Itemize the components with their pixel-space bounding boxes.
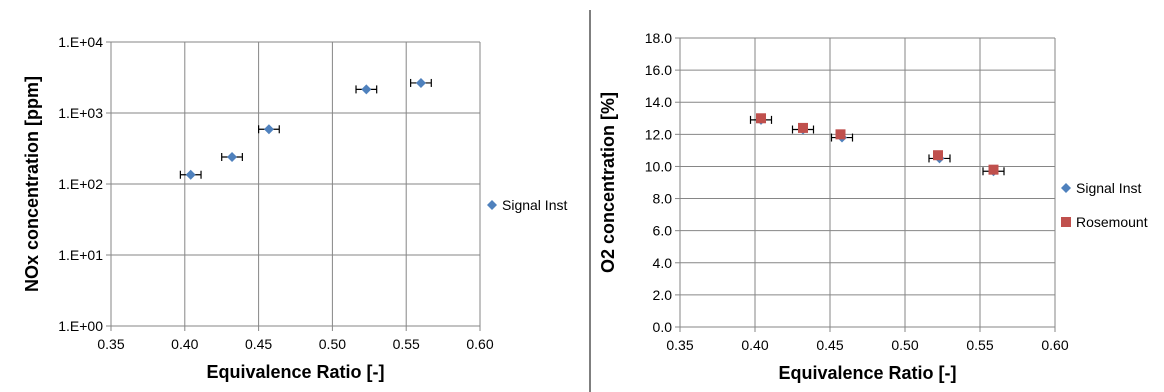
x-tick-label: 0.50 xyxy=(891,337,918,353)
data-point xyxy=(933,150,943,160)
x-tick-label: 0.55 xyxy=(393,336,420,352)
legend-label: Rosemount xyxy=(1076,214,1148,230)
y-tick-label: 12.0 xyxy=(645,126,672,142)
x-tick-label: 0.35 xyxy=(666,337,693,353)
x-axis-title: Equivalence Ratio [-] xyxy=(778,363,956,383)
x-tick-label: 0.35 xyxy=(97,336,124,352)
y-tick-label: 10.0 xyxy=(645,158,672,174)
plot-area xyxy=(680,38,1055,327)
legend-marker xyxy=(1061,183,1071,193)
x-tick-label: 0.40 xyxy=(741,337,768,353)
y-axis-title: NOx concentration [ppm] xyxy=(22,76,42,292)
y-tick-label: 18.0 xyxy=(645,30,672,46)
y-axis-title: O2 concentration [%] xyxy=(598,92,618,273)
legend-marker xyxy=(487,200,497,210)
y-tick-label: 2.0 xyxy=(653,287,673,303)
y-tick-label: 1.E+00 xyxy=(58,318,103,334)
x-tick-label: 0.45 xyxy=(816,337,843,353)
x-tick-label: 0.60 xyxy=(466,336,493,352)
y-tick-label: 0.0 xyxy=(653,319,673,335)
x-axis-title: Equivalence Ratio [-] xyxy=(206,362,384,382)
data-point xyxy=(798,123,808,133)
x-tick-label: 0.40 xyxy=(171,336,198,352)
y-tick-label: 1.E+02 xyxy=(58,176,103,192)
data-point xyxy=(836,129,846,139)
nox-chart-panel: 0.35 0.40 0.45 0.50 0.55 0.60 1.E+00 1.E+01 1.E+… xyxy=(0,0,592,392)
nox-chart: 0.35 0.40 0.45 0.50 0.55 0.60 1.E+00 1.E+01 1.E+… xyxy=(0,0,592,392)
x-tick-label: 0.45 xyxy=(245,336,272,352)
o2-chart-panel: 0.35 0.40 0.45 0.50 0.55 0.60 0.0 2.0 4.0 6.0 8.0 1… xyxy=(592,0,1164,392)
y-tick-label: 6.0 xyxy=(653,223,673,239)
y-tick-label: 4.0 xyxy=(653,255,673,271)
x-tick-label: 0.50 xyxy=(319,336,346,352)
y-tick-label: 8.0 xyxy=(653,191,673,207)
y-tick-label: 1.E+03 xyxy=(58,105,103,121)
o2-chart: 0.35 0.40 0.45 0.50 0.55 0.60 0.0 2.0 4.0 6.0 8.0 1… xyxy=(592,0,1164,392)
data-point xyxy=(989,165,999,175)
x-tick-label: 0.60 xyxy=(1041,337,1068,353)
panel-divider xyxy=(589,10,591,392)
legend-marker xyxy=(1061,217,1071,227)
y-tick-label: 1.E+01 xyxy=(58,247,103,263)
y-tick-label: 1.E+04 xyxy=(58,34,103,50)
y-tick-label: 16.0 xyxy=(645,62,672,78)
x-tick-label: 0.55 xyxy=(966,337,993,353)
legend-label: Signal Inst xyxy=(502,197,567,213)
legend-label: Signal Inst xyxy=(1076,180,1141,196)
data-point xyxy=(756,113,766,123)
y-tick-label: 14.0 xyxy=(645,94,672,110)
